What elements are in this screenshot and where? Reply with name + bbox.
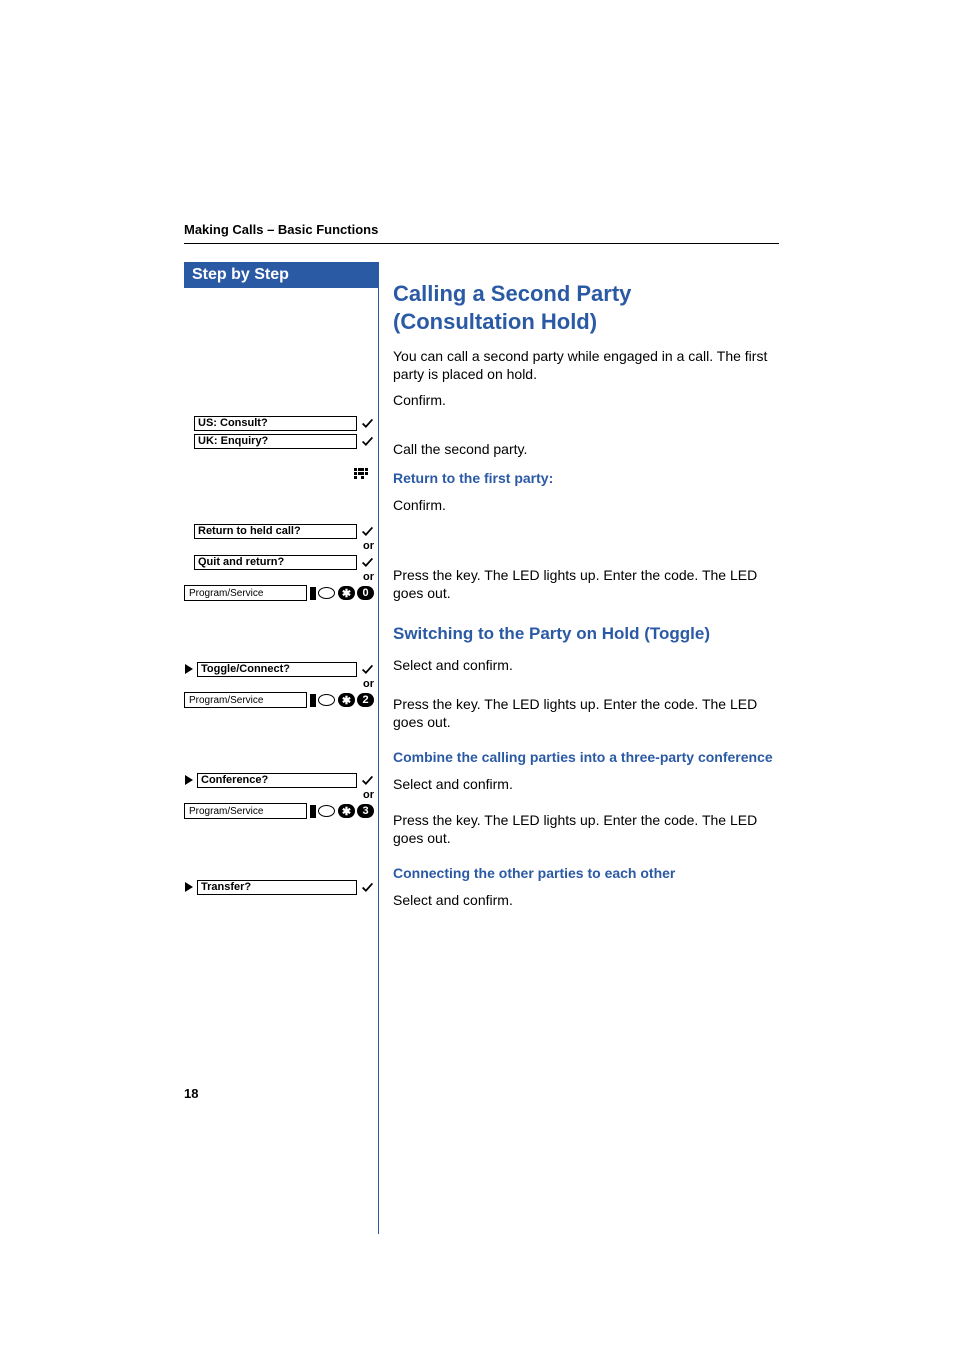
left-column: Step by Step US: Consult? UK: Enquiry? [184,262,379,1234]
led-rect-icon [310,694,316,707]
led-oval-icon [318,694,335,706]
spacer [184,820,378,878]
row-quit-return: Quit and return? [184,553,378,571]
key-star: ✱ [338,693,355,707]
lcd-return-held: Return to held call? [194,524,357,539]
row-consult: US: Consult? [184,414,378,432]
page: Making Calls – Basic Functions Step by S… [0,0,954,1351]
confirm-text: Confirm. [393,391,779,409]
press-led-text-2: Press the key. The LED lights up. Enter … [393,695,779,731]
program-service-label: Program/Service [184,692,307,708]
or-label: or [184,540,378,553]
key-star: ✱ [338,586,355,600]
led-oval-icon [318,587,335,599]
lcd-transfer: Transfer? [197,880,357,895]
arrow-icon [184,664,194,674]
right-column: Calling a Second Party (Consultation Hol… [379,262,779,918]
or-label: or [184,571,378,584]
or-label: or [184,678,378,691]
row-conference: Conference? [184,771,378,789]
lcd-enquiry: UK: Enquiry? [194,434,357,449]
row-return-held: Return to held call? [184,522,378,540]
keypad-row [184,450,378,482]
running-header: Making Calls – Basic Functions [184,222,779,237]
check-icon [360,556,374,569]
arrow-icon [184,882,194,892]
spacer [184,482,378,522]
check-icon [360,881,374,894]
row-enquiry: UK: Enquiry? [184,432,378,450]
press-led-text-3: Press the key. The LED lights up. Enter … [393,811,779,847]
led-rect-icon [310,805,316,818]
step-by-step-header: Step by Step [184,262,379,288]
program-service-label: Program/Service [184,585,307,601]
heading-line-2: (Consultation Hold) [393,309,597,334]
key-3: 3 [357,804,374,818]
select-confirm-2: Select and confirm. [393,775,779,793]
heading-toggle: Switching to the Party on Hold (Toggle) [393,624,779,644]
page-number: 18 [184,1086,198,1101]
lcd-quit-return: Quit and return? [194,555,357,570]
row-transfer: Transfer? [184,878,378,896]
call-second-text: Call the second party. [393,440,779,458]
row-program-service-0: Program/Service ✱ 0 [184,584,378,602]
row-program-service-3: Program/Service ✱ 3 [184,802,378,820]
return-first-heading: Return to the first party: [393,470,779,486]
or-label: or [184,789,378,802]
select-confirm-1: Select and confirm. [393,656,779,674]
key-2: 2 [357,693,374,707]
lcd-consult: US: Consult? [194,416,357,431]
led-oval-icon [318,805,335,817]
check-icon [360,525,374,538]
header-rule [184,243,779,244]
combine-heading: Combine the calling parties into a three… [393,749,779,765]
left-column-body: US: Consult? UK: Enquiry? [184,288,379,1234]
heading-line-1: Calling a Second Party [393,281,631,306]
row-program-service-2: Program/Service ✱ 2 [184,691,378,709]
check-icon [360,417,374,430]
connecting-heading: Connecting the other parties to each oth… [393,865,779,881]
intro-text: You can call a second party while engage… [393,347,779,383]
lcd-conference: Conference? [197,773,357,788]
select-confirm-3: Select and confirm. [393,891,779,909]
arrow-icon [184,775,194,785]
lcd-toggle: Toggle/Connect? [197,662,357,677]
row-toggle: Toggle/Connect? [184,660,378,678]
spacer [184,709,378,771]
key-0: 0 [357,586,374,600]
press-led-text-1: Press the key. The LED lights up. Enter … [393,566,779,602]
program-service-label: Program/Service [184,803,307,819]
keypad-icon [354,468,368,480]
check-icon [360,435,374,448]
heading-main: Calling a Second Party (Consultation Hol… [393,280,779,335]
key-star: ✱ [338,804,355,818]
confirm-text-2: Confirm. [393,496,779,514]
check-icon [360,663,374,676]
led-rect-icon [310,587,316,600]
two-column-layout: Step by Step US: Consult? UK: Enquiry? [184,262,779,1234]
check-icon [360,774,374,787]
spacer [184,602,378,660]
